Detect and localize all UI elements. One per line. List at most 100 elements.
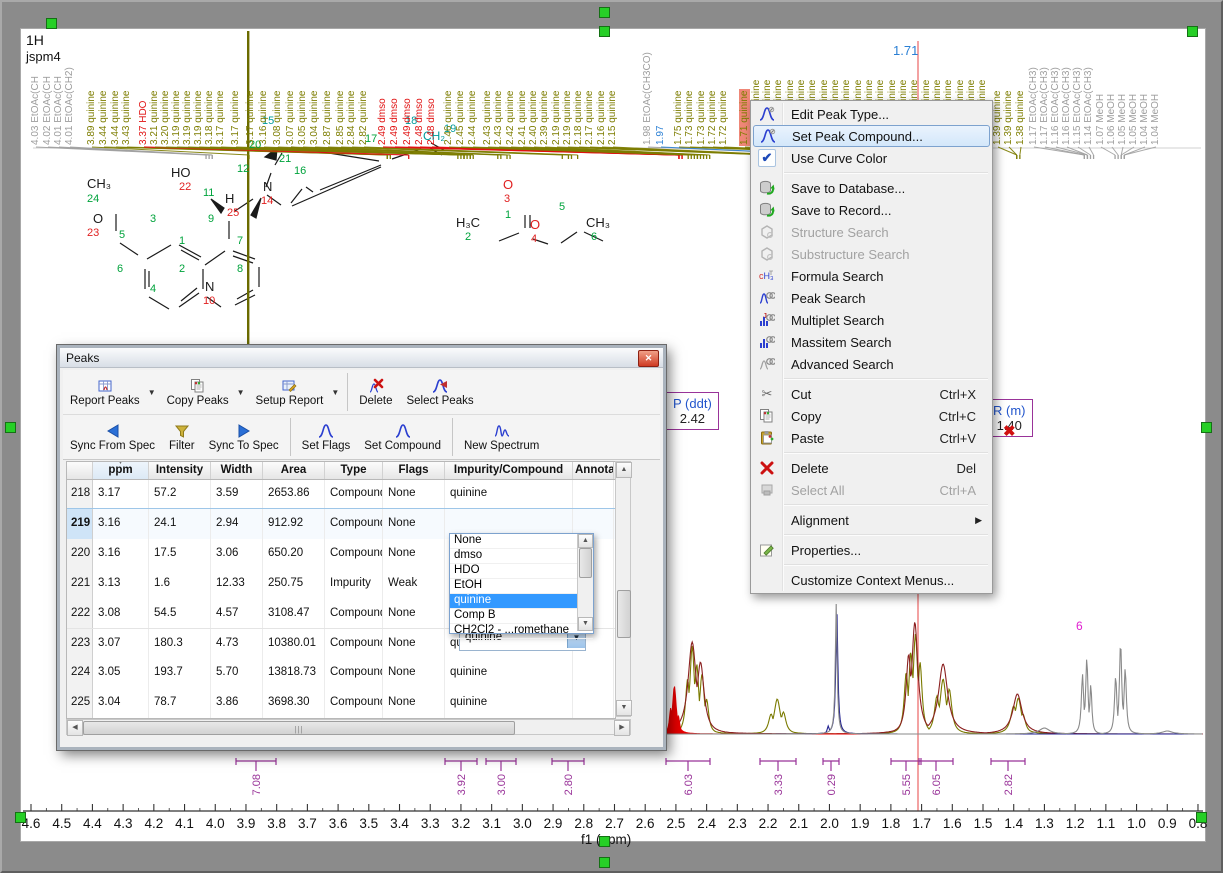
peaks-table-vertical-scrollbar[interactable]: ▲ ▼ xyxy=(615,461,631,717)
report-peaks-dropdown-icon[interactable]: ▼ xyxy=(147,370,160,414)
cell-area[interactable]: 250.75 xyxy=(263,569,325,599)
scroll-up-icon[interactable]: ▲ xyxy=(616,462,632,478)
multiplet-box-p[interactable]: P (ddt) 2.42 xyxy=(666,392,719,430)
peak-label[interactable]: 2.44 quinine xyxy=(467,90,479,147)
peak-label[interactable]: 2.39 quinine xyxy=(539,90,551,147)
peak-label[interactable]: 3.17 quinine xyxy=(230,90,242,147)
cell-type[interactable]: Compound xyxy=(325,658,383,688)
set-flags-button[interactable]: Set Flags xyxy=(295,415,358,459)
sync-to-spec-button[interactable]: Sync To Spec xyxy=(202,415,286,459)
peak-label[interactable]: 3.44 quinine xyxy=(98,90,110,147)
peak-label[interactable]: 2.84 quinine xyxy=(346,90,358,147)
peak-label[interactable]: 1.39 quinine xyxy=(1003,90,1015,147)
peak-label[interactable]: 2.42 quinine xyxy=(505,90,517,147)
selection-handle[interactable] xyxy=(1196,812,1207,823)
peak-label[interactable]: 3.89 quinine xyxy=(86,90,98,147)
scroll-down-icon[interactable]: ▼ xyxy=(578,617,593,631)
cell-width[interactable]: 5.70 xyxy=(211,658,263,688)
peak-label[interactable]: 4.03 EtOAc(CH xyxy=(30,75,42,146)
cell-flags[interactable]: None xyxy=(383,539,445,569)
column-header-area[interactable]: Area xyxy=(263,462,325,479)
cell-width[interactable]: 12.33 xyxy=(211,569,263,599)
cell-width[interactable]: 4.73 xyxy=(211,629,263,659)
menu-item-substructure-search[interactable]: Substructure Search xyxy=(753,243,990,265)
peak-label[interactable]: 2.45 quinine xyxy=(455,90,467,147)
peak-label[interactable]: 4.01 EtOAc(CH2) xyxy=(64,66,76,146)
cell-rownum[interactable]: 220 xyxy=(67,539,93,569)
cell-flags[interactable]: None xyxy=(383,509,445,539)
table-row[interactable]: 2253.0478.73.863698.30CompoundNonequinin… xyxy=(67,688,615,719)
menu-item-peak-search[interactable]: Peak Search xyxy=(753,287,990,309)
cell-ppm[interactable]: 3.05 xyxy=(93,658,149,688)
selection-handle[interactable] xyxy=(599,7,610,18)
cell-impurity-compound[interactable]: quinine xyxy=(445,479,573,509)
cell-width[interactable]: 4.57 xyxy=(211,599,263,629)
cell-annotation[interactable] xyxy=(573,479,614,509)
cell-annotation[interactable] xyxy=(573,658,614,688)
scroll-down-icon[interactable]: ▼ xyxy=(616,700,632,716)
peaks-dialog-titlebar[interactable]: Peaks ✕ xyxy=(60,348,663,368)
table-row[interactable]: 2243.05193.75.7013818.73CompoundNonequin… xyxy=(67,658,615,689)
filter-button[interactable]: Filter xyxy=(162,415,202,459)
dropdown-option[interactable]: CH2Cl2 - ...romethane xyxy=(450,624,593,639)
peaks-table-horizontal-scrollbar[interactable]: ◀ ▶ ||| xyxy=(66,719,631,735)
cell-width[interactable]: 2.94 xyxy=(211,509,263,539)
report-peaks-button[interactable]: Report Peaks xyxy=(63,370,147,414)
cell-type[interactable]: Compound xyxy=(325,688,383,718)
column-header-flags[interactable]: Flags xyxy=(383,462,445,479)
column-header-type[interactable]: Type xyxy=(325,462,383,479)
cell-type[interactable]: Impurity xyxy=(325,569,383,599)
peak-label[interactable]: 3.04 quinine xyxy=(309,90,321,147)
close-icon[interactable]: ✕ xyxy=(638,350,659,367)
cell-flags[interactable]: None xyxy=(383,658,445,688)
cell-flags[interactable]: None xyxy=(383,479,445,509)
cell-intensity[interactable]: 57.2 xyxy=(149,479,211,509)
peak-label[interactable]: 2.49 dmso xyxy=(389,97,401,146)
cell-ppm[interactable]: 3.07 xyxy=(93,629,149,659)
cell-ppm[interactable]: 3.08 xyxy=(93,599,149,629)
selection-handle[interactable] xyxy=(599,26,610,37)
peak-label[interactable]: 2.46 quinine xyxy=(443,90,455,147)
cell-rownum[interactable]: 219 xyxy=(67,509,93,539)
dropdown-option[interactable]: quinine xyxy=(450,594,593,609)
cell-intensity[interactable]: 17.5 xyxy=(149,539,211,569)
sync-from-spec-button[interactable]: Sync From Spec xyxy=(63,415,162,459)
peak-label[interactable]: 2.17 quinine xyxy=(584,90,596,147)
column-header-annotation[interactable]: Annotation xyxy=(573,462,614,479)
menu-item-cut[interactable]: ✂CutCtrl+X xyxy=(753,383,990,405)
selection-handle[interactable] xyxy=(46,18,57,29)
cell-intensity[interactable]: 1.6 xyxy=(149,569,211,599)
cell-type[interactable]: Compound xyxy=(325,629,383,659)
peak-label[interactable]: 3.16 quinine xyxy=(258,90,270,147)
scroll-left-icon[interactable]: ◀ xyxy=(67,720,83,736)
peak-label[interactable]: 1.04 MeOH xyxy=(1150,93,1162,146)
cell-area[interactable]: 3698.30 xyxy=(263,688,325,718)
cell-width[interactable]: 3.59 xyxy=(211,479,263,509)
dropdown-option[interactable]: Comp B xyxy=(450,609,593,624)
cell-rownum[interactable]: 223 xyxy=(67,629,93,659)
cell-impurity-compound[interactable]: quinine xyxy=(445,658,573,688)
cell-ppm[interactable]: 3.13 xyxy=(93,569,149,599)
menu-item-alignment[interactable]: Alignment▶ xyxy=(753,509,990,531)
copy-peaks-dropdown-icon[interactable]: ▼ xyxy=(236,370,249,414)
column-header-intensity[interactable]: Intensity xyxy=(149,462,211,479)
peak-label[interactable]: 3.17 quinine xyxy=(215,90,227,147)
selection-handle[interactable] xyxy=(5,422,16,433)
copy-peaks-button[interactable]: Copy Peaks xyxy=(160,370,236,414)
peak-label[interactable]: 2.48 dmso xyxy=(426,97,438,146)
menu-item-multiplet-search[interactable]: JMultiplet Search xyxy=(753,309,990,331)
cell-annotation[interactable] xyxy=(573,688,614,718)
cell-rownum[interactable]: 225 xyxy=(67,688,93,718)
peak-label[interactable]: 1.14 EtOAc(CH3) xyxy=(1083,66,1095,146)
peak-label[interactable]: 2.43 quinine xyxy=(493,90,505,147)
menu-item-delete[interactable]: DeleteDel xyxy=(753,457,990,479)
column-header-rownum[interactable] xyxy=(67,462,93,479)
selection-handle[interactable] xyxy=(1201,422,1212,433)
dropdown-option[interactable]: HDO xyxy=(450,564,593,579)
peak-label[interactable]: 2.15 quinine xyxy=(607,90,619,147)
table-row[interactable]: 2183.1757.23.592653.86CompoundNonequinin… xyxy=(67,479,615,510)
cell-area[interactable]: 13818.73 xyxy=(263,658,325,688)
selection-handle[interactable] xyxy=(1187,26,1198,37)
menu-item-customize-context-menus[interactable]: Customize Context Menus... xyxy=(753,569,990,591)
peak-label[interactable]: 2.82 quinine xyxy=(358,90,370,147)
